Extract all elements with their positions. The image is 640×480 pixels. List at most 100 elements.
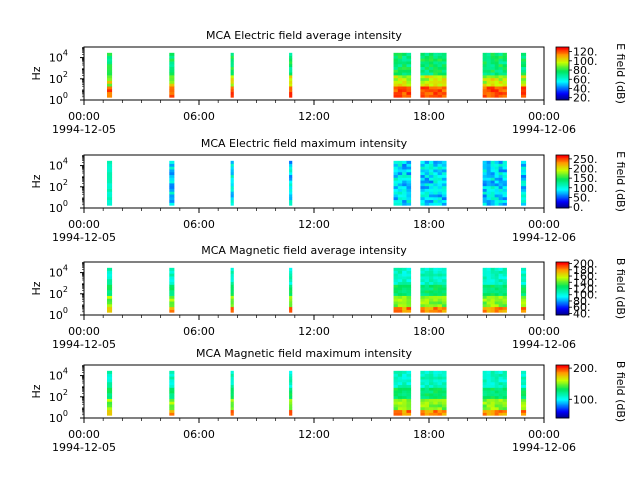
spectrogram-cell [169, 188, 175, 192]
spectrogram-cell [494, 185, 499, 189]
spectrogram-cell [424, 72, 430, 76]
spectrogram-cell [424, 171, 430, 176]
colorbar-step [556, 384, 569, 387]
spectrogram-band [169, 52, 175, 98]
spectrogram-cell [406, 202, 412, 206]
spectrogram-cell [502, 278, 507, 283]
spectrogram-cell [433, 284, 438, 288]
colorbar-step [556, 387, 569, 390]
spectrogram-cell [289, 306, 293, 310]
spectrogram-cell [498, 185, 503, 189]
spectrogram-cell [393, 404, 399, 408]
spectrogram-cell [521, 94, 527, 98]
spectrogram-cell [437, 295, 443, 299]
spectrogram-cell [402, 163, 407, 167]
spectrogram-band [107, 267, 113, 313]
spectrogram-cell [433, 199, 438, 203]
spectrogram-cell [424, 267, 430, 271]
spectrogram-cell [406, 77, 412, 81]
spectrogram-cell [406, 91, 412, 95]
spectrogram-cell [521, 370, 527, 374]
spectrogram-cell [402, 91, 407, 95]
spectrogram-cell [498, 197, 503, 201]
spectrogram-cell [490, 58, 495, 62]
spectrogram-cell [397, 94, 403, 98]
spectrogram-cell [169, 290, 175, 294]
spectrogram-cell [429, 169, 434, 173]
spectrogram-cell [498, 202, 503, 206]
spectrogram-cell [429, 395, 434, 399]
spectrogram-cell [402, 267, 407, 271]
spectrogram-cell [230, 66, 234, 70]
spectrogram-cell [437, 163, 443, 167]
colorbar-step [556, 193, 569, 196]
spectrogram-cell [441, 304, 447, 308]
spectrogram-cell [107, 197, 113, 201]
spectrogram-cell [490, 160, 495, 164]
spectrogram-cell [494, 188, 499, 192]
spectrogram-cell [482, 306, 487, 310]
spectrogram-cell [494, 401, 499, 405]
spectrogram-cell [397, 270, 403, 274]
spectrogram-cell [494, 267, 499, 271]
spectrogram-cell [521, 284, 527, 288]
spectrogram-cell [521, 304, 527, 308]
spectrogram-cell [397, 69, 403, 73]
spectrogram-cell [393, 77, 399, 81]
spectrogram-cell [486, 72, 491, 76]
colorbar-step [556, 303, 569, 305]
spectrogram-cell [393, 66, 399, 70]
spectrogram-cell [429, 69, 434, 73]
spectrogram-cell [420, 58, 425, 62]
colorbar-step [556, 49, 569, 52]
spectrogram-cell [397, 83, 403, 87]
colorbar-step [556, 293, 569, 296]
spectrogram-cell [498, 379, 503, 383]
spectrogram-cell [490, 177, 495, 181]
spectrogram-cell [502, 395, 507, 399]
spectrogram-cell [230, 91, 234, 95]
spectrogram-cell [397, 267, 403, 271]
x-tick-label: 12:00 [298, 218, 330, 231]
spectrogram-band [107, 370, 113, 416]
spectrogram-cell [406, 61, 412, 65]
spectrogram-cell [502, 94, 507, 98]
spectrogram-cell [490, 91, 495, 95]
spectrogram-cell [437, 404, 443, 408]
spectrogram-cell [494, 83, 499, 87]
spectrogram-cell [289, 401, 293, 405]
spectrogram-cell [498, 398, 503, 402]
spectrogram-cell [502, 69, 507, 73]
spectrogram-cell [486, 276, 491, 280]
spectrogram-band [230, 52, 234, 98]
spectrogram-cell [397, 86, 403, 90]
spectrogram-cell [437, 273, 443, 277]
spectrogram-cell [420, 390, 425, 394]
spectrogram-cell [393, 52, 399, 56]
spectrogram-cell [107, 384, 113, 388]
spectrogram-cell [498, 278, 503, 283]
spectrogram-cell [437, 281, 443, 285]
spectrogram-cell [429, 66, 434, 70]
spectrogram-cell [490, 379, 495, 383]
spectrogram-cell [502, 163, 507, 167]
colorbar-step [556, 189, 569, 192]
spectrogram-cell [169, 373, 175, 377]
spectrogram-cell [486, 404, 491, 408]
colorbar-step [556, 292, 569, 295]
spectrogram-cell [230, 270, 234, 274]
spectrogram-cell [169, 160, 175, 164]
colorbar-step [556, 368, 569, 371]
spectrogram-cell [420, 398, 425, 402]
colorbar-tick-label: 60. [573, 73, 591, 86]
spectrogram-cell [402, 404, 407, 408]
spectrogram-cell [393, 197, 399, 201]
spectrogram-cell [402, 183, 407, 187]
spectrogram-cell [494, 393, 499, 397]
spectrogram-cell [490, 94, 495, 98]
spectrogram-cell [406, 304, 412, 308]
spectrogram-cell [107, 61, 113, 65]
spectrogram-cell [107, 267, 113, 271]
spectrogram-cell [490, 292, 495, 296]
spectrogram-cell [433, 180, 438, 184]
